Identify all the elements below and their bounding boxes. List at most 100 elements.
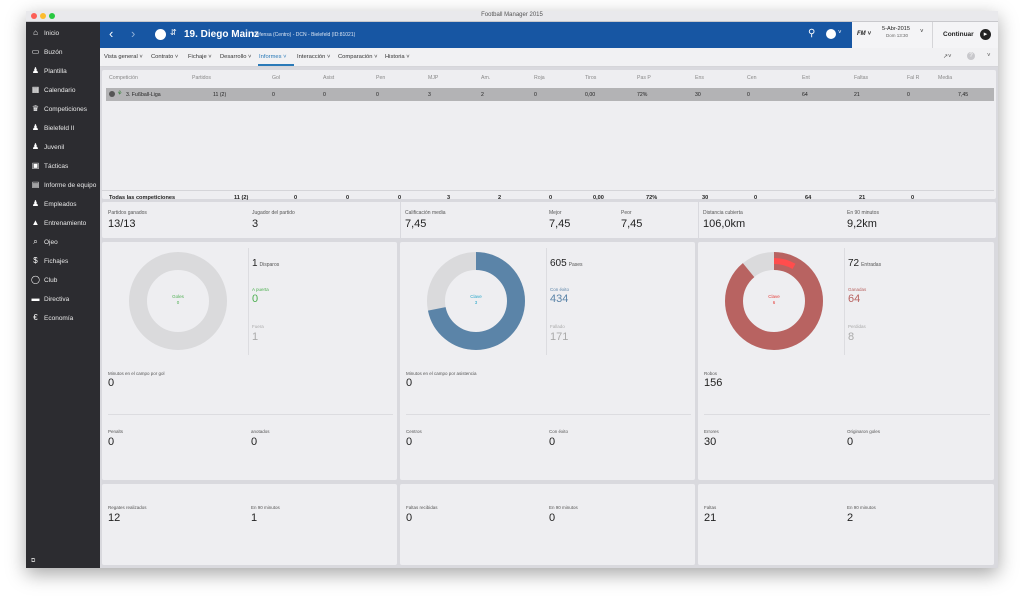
search-icon[interactable]: ⚲ [808,28,816,39]
crosses-value: 0 [406,436,413,448]
tab-5[interactable]: Interacción ˅ [297,54,331,60]
sidebar-item-trophy[interactable]: ♛ Competiciones [26,100,100,118]
column-header[interactable]: Asist [323,75,335,81]
help-icon[interactable]: ? [967,52,975,60]
column-header[interactable]: Fal R [907,75,920,81]
league-logo-icon: ⚘ [117,91,123,97]
sidebar-item-label: Plantilla [44,68,67,75]
passes-failed-value: 171 [550,331,569,343]
column-header[interactable]: Tiros [585,75,597,81]
card-separator [406,414,691,415]
sidebar-item-finance[interactable]: € Economía [26,309,100,327]
key-tackles-label: Clave [768,294,780,299]
tab-3[interactable]: Desarrollo ˅ [220,54,252,60]
column-header[interactable]: MJP [428,75,439,81]
close-window-icon[interactable] [31,13,37,19]
globe-icon[interactable] [826,29,836,39]
minimize-window-icon[interactable] [40,13,46,19]
sidebar-item-team[interactable]: ♟ Bielefeld II [26,119,100,137]
errors-label: Errores [704,429,719,434]
tab-1[interactable]: Contrato ˅ [151,54,179,60]
tackles-lost-label: Perdidas [848,324,866,329]
sidebar-item-scouting[interactable]: ⌕ Ojeo [26,233,100,251]
totals-cell: 64 [805,195,812,201]
league-flag-icon [109,91,115,97]
active-tab-indicator [258,64,294,66]
fouls-committed90-label: En 90 minutos [847,505,876,510]
summary-divider [400,202,401,238]
table-cell: 0 [534,92,537,98]
tackles-lost-value: 8 [848,331,855,343]
goals-donut-track [129,252,227,350]
column-header[interactable]: Am. [481,75,491,81]
sidebar-item-youth[interactable]: ♟ Juvenil [26,138,100,156]
crosses-completed-value: 0 [549,436,556,448]
column-header[interactable]: Roja [534,75,545,81]
key-tackles-value: 6 [772,300,776,305]
sidebar-item-calendar[interactable]: ▦ Calendario [26,81,100,99]
continue-arrow-icon[interactable]: ▸ [980,29,991,40]
zoom-window-icon[interactable] [49,13,55,19]
shots-card: Goles 0 1 Disparos A puerta 0 Fuera 1 Mi… [102,242,397,480]
fm-menu[interactable]: FM ˅ [857,31,871,37]
globe-chevron-icon[interactable]: ˅ [838,30,842,36]
sidebar-item-home[interactable]: ⌂ Inicio [26,24,100,42]
table-cell: 72% [637,92,648,98]
card-divider [248,248,249,355]
sidebar-item-staff[interactable]: ♟ Empleados [26,195,100,213]
continue-button[interactable]: Continuar [943,31,974,38]
training-icon: ▲ [31,218,40,227]
goals-donut-label: Goles [172,294,184,299]
tackles-card: Clave 6 72 Entradas Ganadas 64 Perdidas … [698,242,994,480]
sidebar-item-club[interactable]: ◯ Club [26,271,100,289]
sidebar-item-training[interactable]: ▲ Entrenamiento [26,214,100,232]
sidebar-item-transfers[interactable]: $ Fichajes [26,252,100,270]
totals-cell: 30 [702,195,709,201]
key-passes-label: Clave [470,294,482,299]
date-chevron-icon[interactable]: ˅ [920,29,924,35]
table-cell: 2 [481,92,484,98]
sidebar-item-label: Buzón [44,49,63,56]
player-switch-icon[interactable]: ⇵ [170,28,177,37]
sidebar-item-label: Empleados [44,201,77,208]
column-header[interactable]: Gol [272,75,281,81]
table-cell: 0 [272,92,275,98]
tackles-donut [725,252,823,350]
forward-icon[interactable]: › [131,26,136,41]
sidebar-item-board[interactable]: ▬ Directiva [26,290,100,308]
tab-0[interactable]: Vista general ˅ [104,54,143,60]
sidebar-item-report[interactable]: ▤ Informe de equipo [26,176,100,194]
tab-2[interactable]: Fichaje ˅ [188,54,212,60]
column-header[interactable]: Pas P [637,75,651,81]
tab-4[interactable]: Informes ˅ [259,54,287,60]
worst-rating-value: 7,45 [621,218,643,230]
tab-6[interactable]: Comparación ˅ [338,54,378,60]
errors-goal-label: Originaron goles [847,429,881,434]
pin-icon[interactable]: ↗˅ [943,54,952,60]
dribbles-card: Regates realizados 12 En 90 minutos 1 [102,484,397,565]
squad-icon: ♟ [31,66,40,75]
column-header[interactable]: Pen [376,75,386,81]
sidebar-footer-icon[interactable]: ⧉ [31,558,36,564]
tackles-total: 72 Entradas [848,258,882,269]
fouls-received-label: Faltas recibidas [406,505,438,510]
header-divider [932,22,933,48]
column-header[interactable]: Faltas [854,75,869,81]
column-header[interactable]: Media [938,75,953,81]
column-header[interactable]: Competición [109,75,138,81]
club-icon: ◯ [31,275,40,284]
column-header[interactable]: Ent [802,75,810,81]
sidebar-item-inbox[interactable]: ▭ Buzón [26,43,100,61]
table-row[interactable]: ⚘ 3. Fußball-Liga 11 (2) 0 0 0 3 2 0 0,00 72% 30 0 6… [106,88,994,101]
sidebar-item-tactics[interactable]: ▣ Tácticas [26,157,100,175]
tab-7[interactable]: Historia ˅ [385,54,410,60]
more-chevron-icon[interactable]: ˅ [987,53,991,59]
column-header[interactable]: Cen [747,75,757,81]
column-header[interactable]: Partidos [192,75,212,81]
best-rating-label: Mejor [549,210,562,216]
totals-cell: 0,00 [593,195,604,201]
column-header[interactable]: Ens [695,75,704,81]
game-date[interactable]: 5-Abr-2015 [882,26,910,32]
back-icon[interactable]: ‹ [109,26,114,41]
sidebar-item-squad[interactable]: ♟ Plantilla [26,62,100,80]
